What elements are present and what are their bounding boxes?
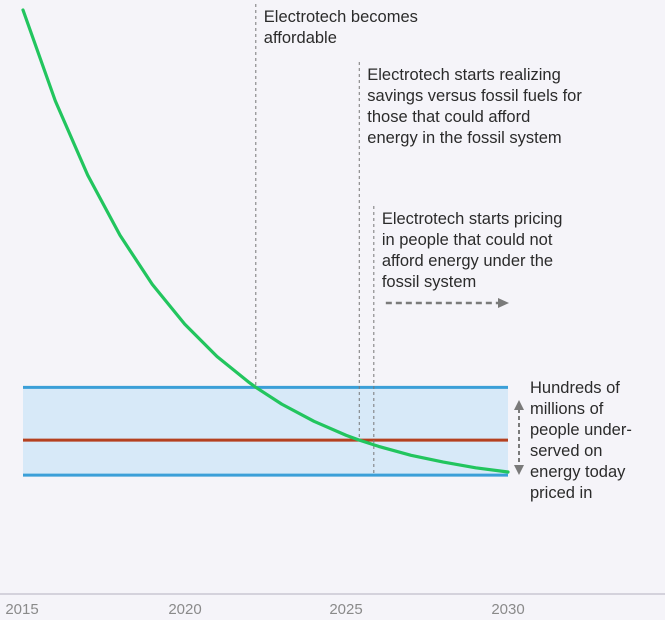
event-annotation-line: savings versus fossil fuels for [367, 87, 582, 105]
event-annotation-line: Electrotech starts realizing [367, 66, 561, 84]
event-annotation-line: afford energy under the [382, 252, 553, 270]
event-annotation-line: energy in the fossil system [367, 129, 561, 147]
range-annotation-line: millions of [530, 400, 604, 418]
event-annotation: Electrotech starts pricing in people that… [382, 210, 563, 291]
pricing-arrow-head [498, 298, 509, 308]
x-tick-label: 2015 [5, 601, 38, 618]
range-band [23, 387, 508, 476]
x-tick-label: 2025 [329, 601, 362, 618]
event-annotation-line: those that could afford [367, 108, 530, 126]
range-annotation-line: Hundreds of [530, 379, 620, 397]
event-annotation: Electrotech becomes affordable [264, 8, 418, 47]
event-annotation-line: in people that could not [382, 231, 553, 249]
event-annotation-line: Electrotech becomes [264, 8, 418, 26]
range-arrow-up-head [514, 400, 524, 410]
cost-curve-line [21, 8, 510, 474]
range-annotation-line: priced in [530, 484, 592, 502]
range-annotation-line: served on [530, 442, 602, 460]
x-tick-label: 2030 [491, 601, 524, 618]
event-annotation-line: Electrotech starts pricing [382, 210, 563, 228]
x-tick-label: 2020 [168, 601, 201, 618]
range-annotation: Hundreds of millions of people under-serve… [530, 379, 632, 502]
event-annotation-line: affordable [264, 29, 337, 47]
event-annotation-line: fossil system [382, 273, 476, 291]
range-annotation-line: energy today [530, 463, 626, 481]
event-annotation: Electrotech starts realizing savings vers… [367, 66, 582, 147]
range-arrow-down-head [514, 465, 524, 475]
range-annotation-line: people under- [530, 421, 632, 439]
